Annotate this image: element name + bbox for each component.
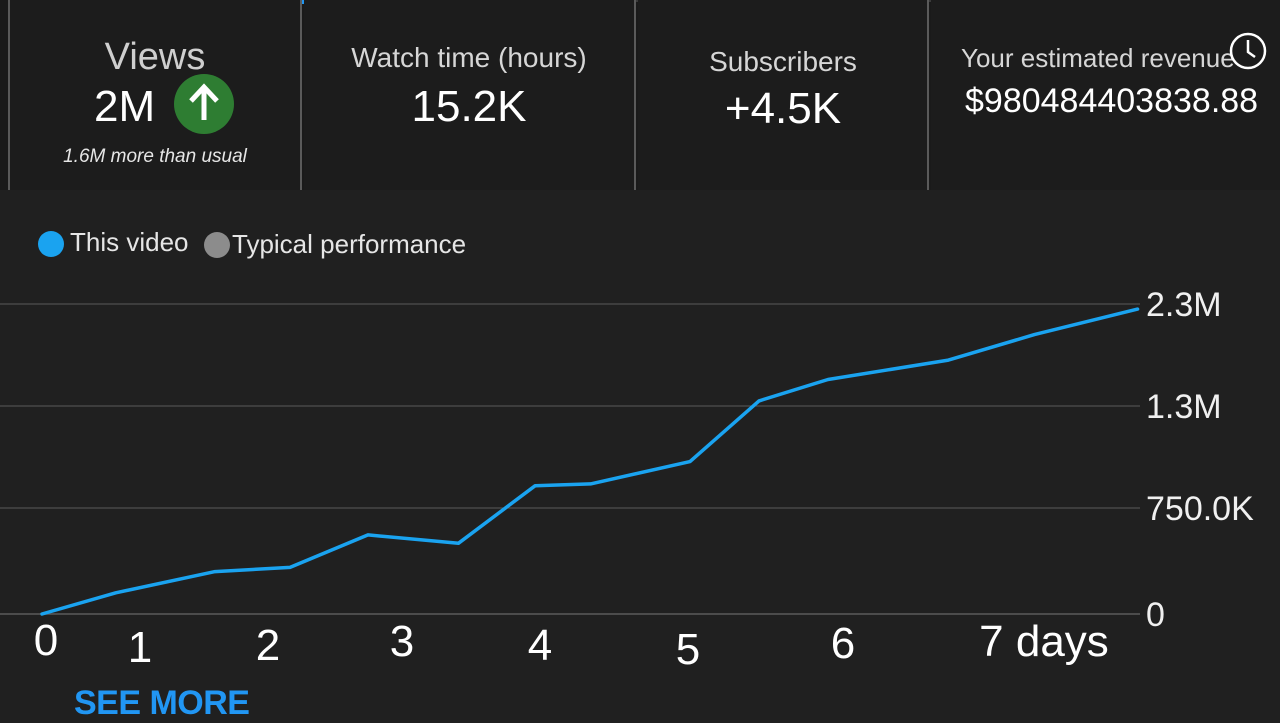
x-tick-label: 3 — [390, 617, 414, 666]
x-tick-label: 6 — [831, 619, 855, 668]
views-note: 1.6M more than usual — [63, 146, 247, 167]
watch-time-card[interactable]: Watch time (hours) 15.2K — [304, 0, 634, 190]
x-tick-label: 7 days — [979, 617, 1109, 666]
card-divider — [634, 0, 636, 190]
card-divider — [300, 0, 302, 190]
legend-label-typical: Typical performance — [232, 229, 467, 259]
revenue-label: Your estimated revenue — [961, 43, 1235, 73]
views-line-chart: 2.3M 1.3M 750.0K 0 0 1 2 3 4 5 6 7 days — [0, 286, 1254, 674]
revenue-value: $980484403838.88 — [965, 82, 1259, 120]
x-tick-label: 5 — [676, 625, 700, 674]
card-divider — [927, 0, 929, 190]
y-tick-label: 750.0K — [1146, 490, 1254, 528]
see-more-button[interactable]: SEE MORE — [74, 684, 250, 722]
subscribers-card[interactable]: Subscribers +4.5K — [638, 0, 928, 190]
y-tick-label: 0 — [1146, 596, 1165, 634]
views-label: Views — [104, 36, 206, 78]
clock-icon[interactable] — [1228, 31, 1268, 71]
views-card[interactable]: Views 2M 1.6M more than usual — [10, 0, 300, 190]
views-value: 2M — [94, 82, 156, 131]
watch-time-value: 15.2K — [411, 82, 527, 131]
y-tick-label: 2.3M — [1146, 286, 1222, 324]
watch-time-label: Watch time (hours) — [351, 42, 587, 73]
legend-dot-this-video — [38, 231, 64, 257]
x-tick-label: 1 — [128, 623, 152, 672]
y-tick-label: 1.3M — [1146, 388, 1222, 426]
legend-label-this-video: This video — [70, 227, 189, 257]
metrics-bar: Views 2M 1.6M more than usual Watch time… — [0, 0, 1280, 190]
subscribers-label: Subscribers — [709, 46, 857, 77]
x-tick-label: 0 — [34, 616, 58, 665]
revenue-card[interactable]: Your estimated revenue $980484403838.88 — [931, 0, 1280, 190]
card-divider — [8, 0, 10, 190]
arrow-up-icon — [174, 74, 234, 134]
legend-dot-typical — [204, 232, 230, 258]
series-line-this-video — [40, 307, 1140, 616]
x-tick-label: 2 — [256, 621, 280, 670]
subscribers-value: +4.5K — [724, 84, 842, 133]
x-tick-label: 4 — [528, 621, 552, 670]
